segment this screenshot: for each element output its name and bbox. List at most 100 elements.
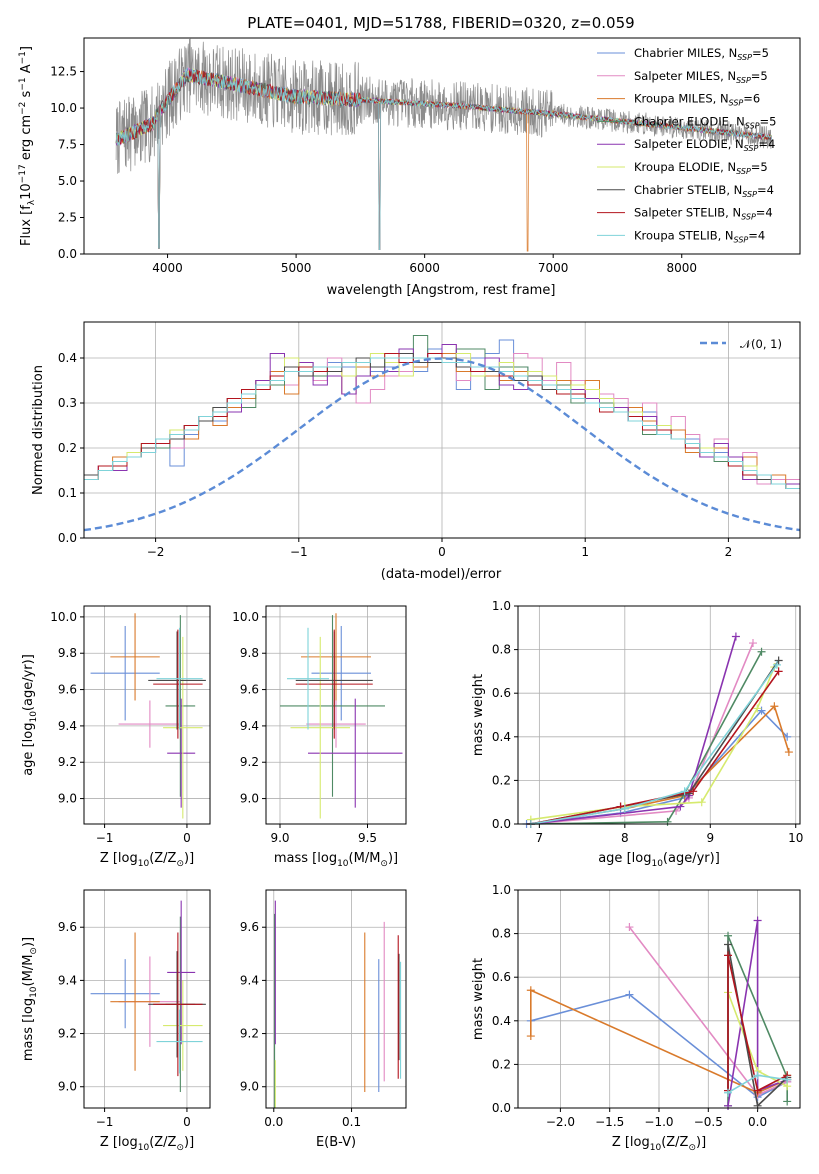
- y-tick-label: 9.8: [58, 646, 77, 660]
- weight-series-marker: [526, 986, 535, 995]
- normal-legend-label: 𝒩(0, 1): [740, 337, 782, 351]
- weight-series-marker: [680, 787, 689, 796]
- x-tick-label: 1: [581, 545, 589, 559]
- weight-vs-Z-x-label-part: ⊙: [688, 1143, 696, 1153]
- x-tick-label: −1: [96, 1115, 114, 1129]
- legend-entry-name: Salpeter ELODIE, N: [634, 137, 744, 151]
- weight-series-marker: [689, 787, 698, 796]
- weight-series-marker: [697, 798, 706, 807]
- y-tick-label: 5.0: [58, 174, 77, 188]
- weight-series-line: [530, 642, 754, 825]
- spectrum-x-label: wavelength [Angstrom, rest frame]: [327, 283, 556, 298]
- age-vs-Z-x-label: Z [log10(Z/Z⊙)]: [100, 851, 194, 869]
- y-tick-label: 0.6: [492, 686, 511, 700]
- weight-vs-age-x-label: age [log10(age/yr)]: [598, 851, 720, 869]
- mass-vs-ebv-panel: 0.0 0.1 9.0 9.2 9.4 9.6 E(B-V): [240, 889, 407, 1150]
- plot-area: [90, 900, 206, 1093]
- x-tick-label: −2.0: [546, 1115, 575, 1129]
- mass-vs-Z-y-label-part: mass [log: [21, 998, 36, 1061]
- y-tick-label: 0.6: [492, 970, 511, 984]
- y-tick-label: 9.2: [240, 1027, 259, 1041]
- age-vs-Z-x-label-part: ⊙: [176, 859, 184, 869]
- histogram-series: [84, 344, 800, 498]
- legend-entry-name: Kroupa STELIB, N: [634, 228, 734, 242]
- weight-series-marker: [753, 704, 762, 713]
- weight-series-line: [530, 636, 737, 825]
- y-tick-label: 12.5: [50, 65, 77, 79]
- y-tick-label: 0.2: [58, 441, 77, 455]
- weight-series-marker: [757, 706, 766, 715]
- weight-series-line: [530, 989, 788, 1094]
- spectrum-y-label-part: A: [19, 64, 34, 77]
- y-tick-label: 9.6: [240, 920, 259, 934]
- axes-frame: [83, 321, 801, 539]
- weight-series-marker: [783, 1075, 792, 1084]
- mass-vs-metallicity-panel: −1 09.09.29.49.6Z [log10(Z/Z⊙)]mass [log1…: [21, 889, 211, 1153]
- x-tick-label: 0.0: [264, 1115, 283, 1129]
- y-tick-label: 2.5: [58, 211, 77, 225]
- legend-entry-name: Chabrier STELIB, N: [634, 183, 742, 197]
- plot-area: [115, 38, 773, 252]
- plot-area: [90, 613, 206, 819]
- mass-vs-Z-x-label-part: )]: [184, 1135, 194, 1150]
- y-tick-label: 0.1: [58, 486, 77, 500]
- weight-vs-Z-y-label: mass weight: [471, 958, 486, 1040]
- spectrum-y-label-part: −1: [18, 51, 28, 64]
- y-tick-label: 1.0: [492, 883, 511, 897]
- weight-series-marker: [625, 990, 634, 999]
- weight-series-marker: [620, 804, 629, 813]
- age-vs-Z-y-label: age [log10(age/yr)]: [21, 654, 39, 776]
- legend-entry-name: Salpeter STELIB, N: [634, 206, 741, 220]
- x-tick-label: 9.0: [270, 831, 289, 845]
- legend-entry: Chabrier ELODIE, NSSP=5: [634, 114, 776, 130]
- spectrum-y-label-part: s: [19, 90, 34, 101]
- weight-series-marker: [724, 951, 733, 960]
- weight-series-marker: [774, 656, 783, 665]
- legend-entry-name: Salpeter MILES, N: [634, 69, 736, 83]
- weight-series-marker: [749, 639, 757, 648]
- y-tick-label: 0.3: [58, 396, 77, 410]
- axes-frame: [83, 605, 211, 825]
- residuals-y-label: Normed distribution: [31, 365, 46, 495]
- weight-series-marker: [724, 1101, 733, 1110]
- age-vs-Z-x-label-part: (Z/Z: [149, 851, 176, 866]
- age-vs-Z-x-label-part: 10: [138, 859, 150, 869]
- x-tick-label: 6000: [409, 261, 440, 275]
- y-tick-label: 10.0: [50, 610, 77, 624]
- x-tick-label: 4000: [152, 261, 183, 275]
- y-tick-label: 9.6: [240, 683, 259, 697]
- mass-vs-ebv-x-label: E(B-V): [316, 1135, 356, 1150]
- axes-frame: [83, 37, 801, 255]
- legend-entry-sub: SSP: [745, 121, 760, 130]
- legend-entry-sub: SSP: [734, 235, 749, 244]
- x-tick-label: 2: [725, 545, 733, 559]
- y-tick-label: 0.0: [492, 817, 511, 831]
- x-tick-label: 8: [621, 831, 629, 845]
- residuals-panel: −2 −1 0 1 2 0.0 0.1 0.2 0.3 0.4 𝒩(0, 1) (data-model…: [31, 321, 801, 582]
- legend-entry-name: Kroupa MILES, N: [634, 92, 729, 106]
- spectrum-y-label-part: −17: [18, 164, 28, 183]
- legend-entry: Salpeter STELIB, NSSP=4: [634, 206, 773, 222]
- weight-series-marker: [753, 1086, 762, 1095]
- legend-entry: Kroupa STELIB, NSSP=4: [634, 228, 765, 244]
- y-tick-label: 1.0: [492, 599, 511, 613]
- histogram-series: [84, 339, 800, 494]
- mass-vs-Z-x-label-part: ⊙: [176, 1143, 184, 1153]
- y-tick-label: 0.0: [58, 247, 77, 261]
- y-tick-label: 9.8: [240, 646, 259, 660]
- x-tick-label: −1: [290, 545, 308, 559]
- weight-vs-age-y-label: mass weight: [471, 674, 486, 756]
- legend-entry-count: =5: [751, 160, 768, 174]
- legend-entry-count: =4: [757, 183, 774, 197]
- legend-entry: Kroupa MILES, NSSP=6: [634, 92, 760, 108]
- age-vs-mass-x-label-part: )]: [388, 851, 398, 866]
- mass-vs-Z-x-label-part: Z [log: [100, 1135, 138, 1150]
- spectrum-y-label-part: −2: [18, 102, 28, 115]
- legend-entry-name: Chabrier ELODIE, N: [634, 114, 745, 128]
- weight-series-marker: [526, 1032, 535, 1041]
- age-vs-metallicity-panel: −1 09.09.29.49.69.810.0Z [log10(Z/Z⊙)]age…: [21, 605, 211, 869]
- legend-entry-count: =4: [756, 206, 773, 220]
- histogram-series: [84, 335, 800, 498]
- legend-entry-count: =4: [758, 137, 775, 151]
